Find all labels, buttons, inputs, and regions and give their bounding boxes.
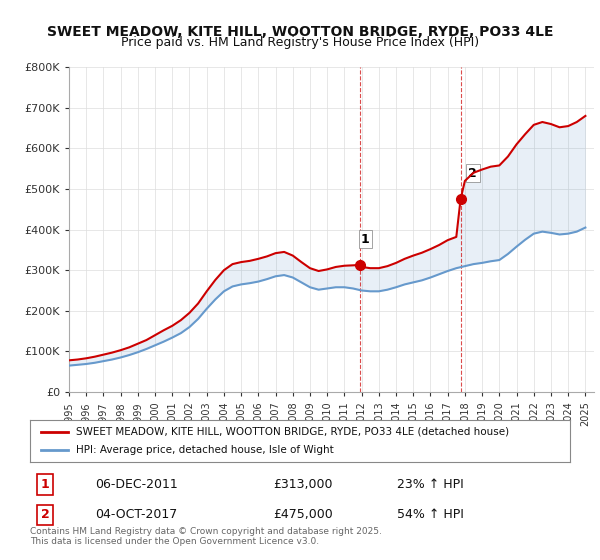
Text: Contains HM Land Registry data © Crown copyright and database right 2025.
This d: Contains HM Land Registry data © Crown c… [30,526,382,546]
Text: Price paid vs. HM Land Registry's House Price Index (HPI): Price paid vs. HM Land Registry's House … [121,36,479,49]
Text: 54% ↑ HPI: 54% ↑ HPI [397,508,464,521]
Text: 06-DEC-2011: 06-DEC-2011 [95,478,178,491]
Text: 2: 2 [468,167,477,180]
Text: 23% ↑ HPI: 23% ↑ HPI [397,478,464,491]
Text: £313,000: £313,000 [273,478,332,491]
Text: £475,000: £475,000 [273,508,333,521]
Text: 1: 1 [361,232,370,246]
Text: 1: 1 [41,478,50,491]
Text: SWEET MEADOW, KITE HILL, WOOTTON BRIDGE, RYDE, PO33 4LE: SWEET MEADOW, KITE HILL, WOOTTON BRIDGE,… [47,25,553,39]
Text: 2: 2 [41,508,50,521]
Text: SWEET MEADOW, KITE HILL, WOOTTON BRIDGE, RYDE, PO33 4LE (detached house): SWEET MEADOW, KITE HILL, WOOTTON BRIDGE,… [76,427,509,437]
Text: 04-OCT-2017: 04-OCT-2017 [95,508,177,521]
Text: HPI: Average price, detached house, Isle of Wight: HPI: Average price, detached house, Isle… [76,445,334,455]
